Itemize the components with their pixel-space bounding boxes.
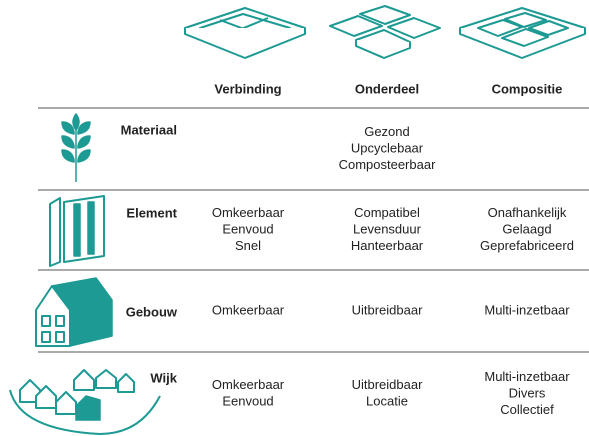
- cell-text: Geprefabriceerd: [480, 238, 574, 253]
- cell-text: Collectief: [500, 402, 554, 417]
- wijk-icon: [9, 369, 161, 435]
- cell-text: Uitbreidbaar: [352, 302, 423, 317]
- cell-text: Upcyclebaar: [351, 140, 424, 155]
- row-label: Gebouw: [126, 304, 178, 319]
- onderdeel-icon: [329, 5, 441, 59]
- cell-text: Eenvoud: [222, 394, 273, 409]
- column-header: Verbinding: [214, 81, 281, 96]
- cell-text: Omkeerbaar: [212, 377, 285, 392]
- cell-text: Composteerbaar: [339, 157, 436, 172]
- column-header: Onderdeel: [355, 81, 419, 96]
- cell-text: Snel: [235, 238, 261, 253]
- cell-text: Gezond: [364, 124, 410, 139]
- cell-text: Levensduur: [353, 221, 422, 236]
- cell-text: Omkeerbaar: [212, 302, 285, 317]
- row-label: Wijk: [150, 370, 177, 385]
- gebouw-icon: [35, 277, 113, 347]
- cell-text: Compatibel: [354, 205, 420, 220]
- verbinding-icon: [184, 7, 306, 59]
- cell-text: Gelaagd: [502, 221, 551, 236]
- cell-text: Omkeerbaar: [212, 205, 285, 220]
- cell-text: Locatie: [366, 394, 408, 409]
- cell-text: Eenvoud: [222, 221, 273, 236]
- row-label: Materiaal: [121, 122, 177, 137]
- cell-text: Multi-inzetbaar: [484, 302, 570, 317]
- materiaal-icon: [61, 113, 91, 182]
- element-icon: [49, 195, 105, 267]
- row-label: Element: [126, 205, 177, 220]
- cell-text: Hanteerbaar: [351, 238, 424, 253]
- cell-text: Onafhankelijk: [488, 205, 567, 220]
- column-header: Compositie: [492, 81, 563, 96]
- cell-text: Multi-inzetbaar: [484, 369, 570, 384]
- cell-text: Divers: [509, 385, 546, 400]
- cell-text: Uitbreidbaar: [352, 377, 423, 392]
- compositie-icon: [459, 7, 586, 59]
